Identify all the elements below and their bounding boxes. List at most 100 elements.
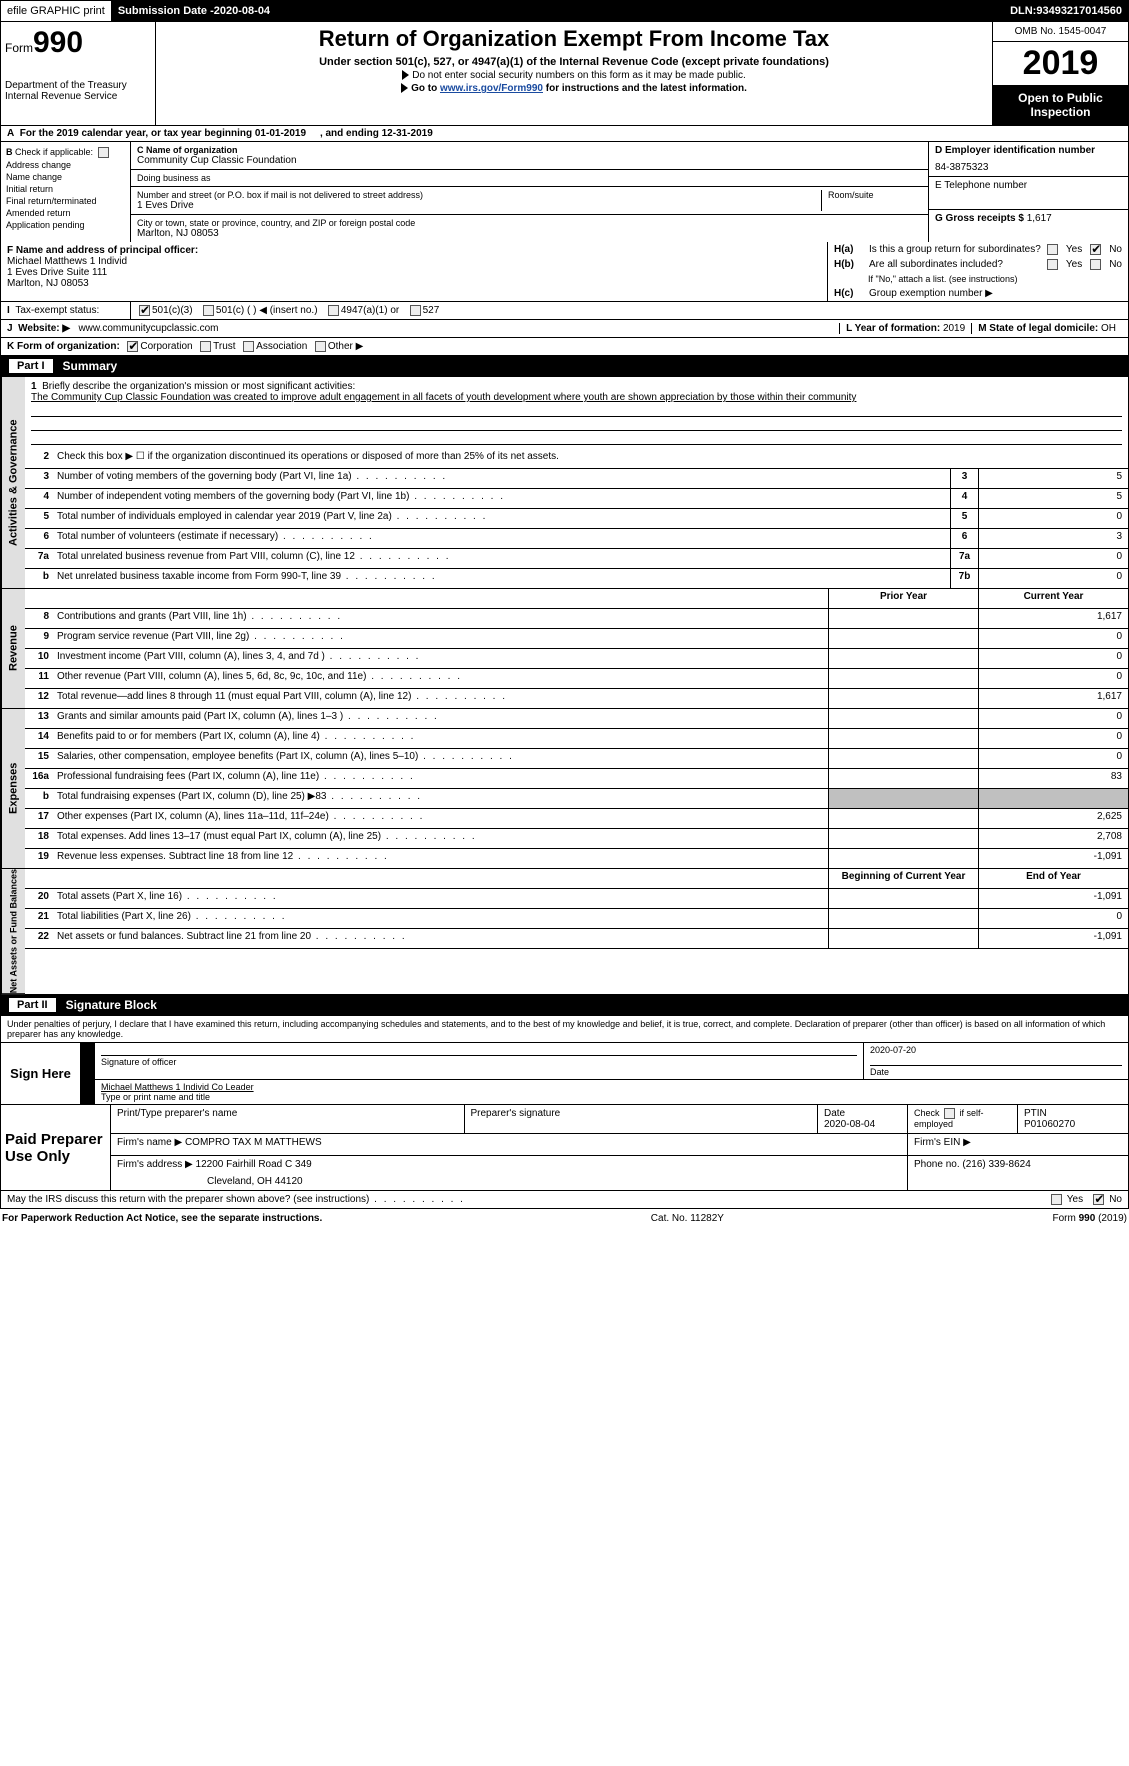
col-f-officer: F Name and address of principal officer:…: [1, 242, 828, 301]
netassets-tab: Net Assets or Fund Balances: [1, 869, 25, 994]
firm-name: Firm's name ▶ COMPRO TAX M MATTHEWS: [111, 1134, 908, 1155]
header-right: OMB No. 1545-0047 2019 Open to Public In…: [993, 22, 1128, 125]
summary-line: 18Total expenses. Add lines 13–17 (must …: [25, 829, 1128, 849]
gross-receipts: G Gross receipts $ 1,617: [929, 210, 1128, 242]
checkbox-icon[interactable]: [315, 341, 326, 352]
signature-field: Signature of officer: [95, 1043, 864, 1079]
checkbox-icon[interactable]: [1090, 259, 1101, 270]
prep-row-2: Firm's name ▶ COMPRO TAX M MATTHEWS Firm…: [111, 1134, 1128, 1156]
checkbox-icon[interactable]: [1093, 1194, 1104, 1205]
cb-final-return: Final return/terminated: [6, 196, 125, 206]
summary-line: 20Total assets (Part X, line 16)-1,091: [25, 889, 1128, 909]
penalties-text: Under penalties of perjury, I declare th…: [0, 1016, 1129, 1043]
paid-preparer-block: Paid Preparer Use Only Print/Type prepar…: [0, 1105, 1129, 1191]
summary-line: 10Investment income (Part VIII, column (…: [25, 649, 1128, 669]
revenue-tab: Revenue: [1, 589, 25, 709]
triangle-icon: [402, 70, 409, 80]
tax-year: 2019: [993, 42, 1128, 85]
arrow-icon: [81, 1043, 95, 1079]
checkbox-icon[interactable]: [1047, 259, 1058, 270]
col-de: D Employer identification number 84-3875…: [928, 142, 1128, 242]
ptin-cell: PTIN P01060270: [1018, 1105, 1128, 1133]
checkbox-icon[interactable]: [410, 305, 421, 316]
dln: DLN: 93493217014560: [1004, 1, 1128, 21]
discuss-row: May the IRS discuss this return with the…: [0, 1191, 1129, 1209]
irs-label: Internal Revenue Service: [5, 91, 151, 102]
footer-cat: Cat. No. 11282Y: [651, 1213, 724, 1224]
prep-date-cell: Date 2020-08-04: [818, 1105, 908, 1133]
cb-name-change: Name change: [6, 172, 125, 182]
line-k-form-org: K Form of organization: Corporation Trus…: [0, 338, 1129, 356]
org-city: Marlton, NJ 08053: [137, 228, 922, 239]
sign-here-label: Sign Here: [1, 1043, 81, 1104]
line-lm: L Year of formation: 2019 M State of leg…: [839, 323, 1122, 334]
website-url: www.communitycupclassic.com: [78, 323, 218, 334]
ein-value: 84-3875323: [935, 162, 1122, 173]
irs-link[interactable]: www.irs.gov/Form990: [440, 83, 543, 94]
sign-here-block: Sign Here Signature of officer 2020-07-2…: [0, 1043, 1129, 1105]
summary-line: 22Net assets or fund balances. Subtract …: [25, 929, 1128, 949]
checkbox-icon[interactable]: [944, 1108, 955, 1119]
officer-name: Michael Matthews 1 Individ: [7, 256, 127, 267]
summary-line: 7aTotal unrelated business revenue from …: [25, 549, 1128, 569]
summary-line: 2Check this box ▶ ☐ if the organization …: [25, 449, 1128, 469]
org-name-row: C Name of organization Community Cup Cla…: [131, 142, 928, 170]
summary-line: 17Other expenses (Part IX, column (A), l…: [25, 809, 1128, 829]
summary-line: 19Revenue less expenses. Subtract line 1…: [25, 849, 1128, 869]
checkbox-icon[interactable]: [243, 341, 254, 352]
line-i-tax-status: I Tax-exempt status: 501(c)(3) 501(c) ( …: [0, 302, 1129, 320]
line-j-website: J Website: ▶ www.communitycupclassic.com…: [0, 320, 1129, 338]
form-title: Return of Organization Exempt From Incom…: [164, 26, 984, 52]
year-formation: L Year of formation: 2019: [840, 323, 972, 334]
footer-form: Form 990 (2019): [1053, 1213, 1127, 1224]
city-row: City or town, state or province, country…: [131, 215, 928, 242]
header-left: Form990 Department of the Treasury Inter…: [1, 22, 156, 125]
col-b-checkboxes: B Check if applicable: Address change Na…: [1, 142, 131, 242]
checkbox-icon[interactable]: [328, 305, 339, 316]
h-b-note: If "No," attach a list. (see instruction…: [828, 272, 1128, 286]
arrow-icon: [81, 1080, 95, 1104]
h-b-row: H(b) Are all subordinates included? Yes …: [828, 257, 1128, 272]
checkbox-icon[interactable]: [203, 305, 214, 316]
discuss-yn: Yes No: [1049, 1194, 1122, 1205]
col-h-group: H(a) Is this a group return for subordin…: [828, 242, 1128, 301]
summary-line: 12Total revenue—add lines 8 through 11 (…: [25, 689, 1128, 709]
part-i-header: Part I Summary: [0, 356, 1129, 377]
org-name: Community Cup Classic Foundation: [137, 155, 922, 166]
h-c-row: H(c) Group exemption number ▶: [828, 286, 1128, 301]
row-a-tax-year: A For the 2019 calendar year, or tax yea…: [0, 126, 1129, 142]
signer-name: Michael Matthews 1 Individ Co Leader Typ…: [95, 1080, 1128, 1104]
triangle-icon: [401, 83, 408, 93]
phone-cell: E Telephone number: [929, 177, 1128, 210]
summary-line: 9Program service revenue (Part VIII, lin…: [25, 629, 1128, 649]
checkbox-icon[interactable]: [1051, 1194, 1062, 1205]
top-bar: efile GRAPHIC print Submission Date - 20…: [0, 0, 1129, 22]
form-header: Form990 Department of the Treasury Inter…: [0, 22, 1129, 126]
checkbox-icon[interactable]: [139, 305, 150, 316]
col-c-org-info: C Name of organization Community Cup Cla…: [131, 142, 928, 242]
part-ii-header: Part II Signature Block: [0, 995, 1129, 1016]
dept-treasury: Department of the Treasury: [5, 80, 151, 91]
prep-row-3: Firm's address ▶ 12200 Fairhill Road C 3…: [111, 1156, 1128, 1190]
open-public-badge: Open to Public Inspection: [993, 85, 1128, 125]
revenue-header: Prior Year Current Year: [25, 589, 1128, 609]
checkbox-icon[interactable]: [1090, 244, 1101, 255]
firm-ein: Firm's EIN ▶: [908, 1134, 1128, 1155]
firm-address: Firm's address ▶ 12200 Fairhill Road C 3…: [111, 1156, 908, 1190]
efile-label: efile GRAPHIC print: [1, 1, 112, 21]
netassets-section: Net Assets or Fund Balances Beginning of…: [0, 869, 1129, 995]
cb-initial-return: Initial return: [6, 184, 125, 194]
checkbox-icon[interactable]: [127, 341, 138, 352]
submission-date: Submission Date - 2020-08-04: [112, 1, 1004, 21]
summary-line: 4Number of independent voting members of…: [25, 489, 1128, 509]
checkbox-icon[interactable]: [200, 341, 211, 352]
checkbox-icon[interactable]: [98, 147, 109, 158]
note-ssn: Do not enter social security numbers on …: [164, 70, 984, 81]
cb-address-change: Address change: [6, 160, 125, 170]
checkbox-icon[interactable]: [1047, 244, 1058, 255]
footer-left: For Paperwork Reduction Act Notice, see …: [2, 1213, 322, 1224]
paid-preparer-label: Paid Preparer Use Only: [1, 1105, 111, 1190]
note-link: Go to www.irs.gov/Form990 for instructio…: [164, 83, 984, 94]
revenue-section: Revenue Prior Year Current Year 8Contrib…: [0, 589, 1129, 709]
cb-amended: Amended return: [6, 208, 125, 218]
